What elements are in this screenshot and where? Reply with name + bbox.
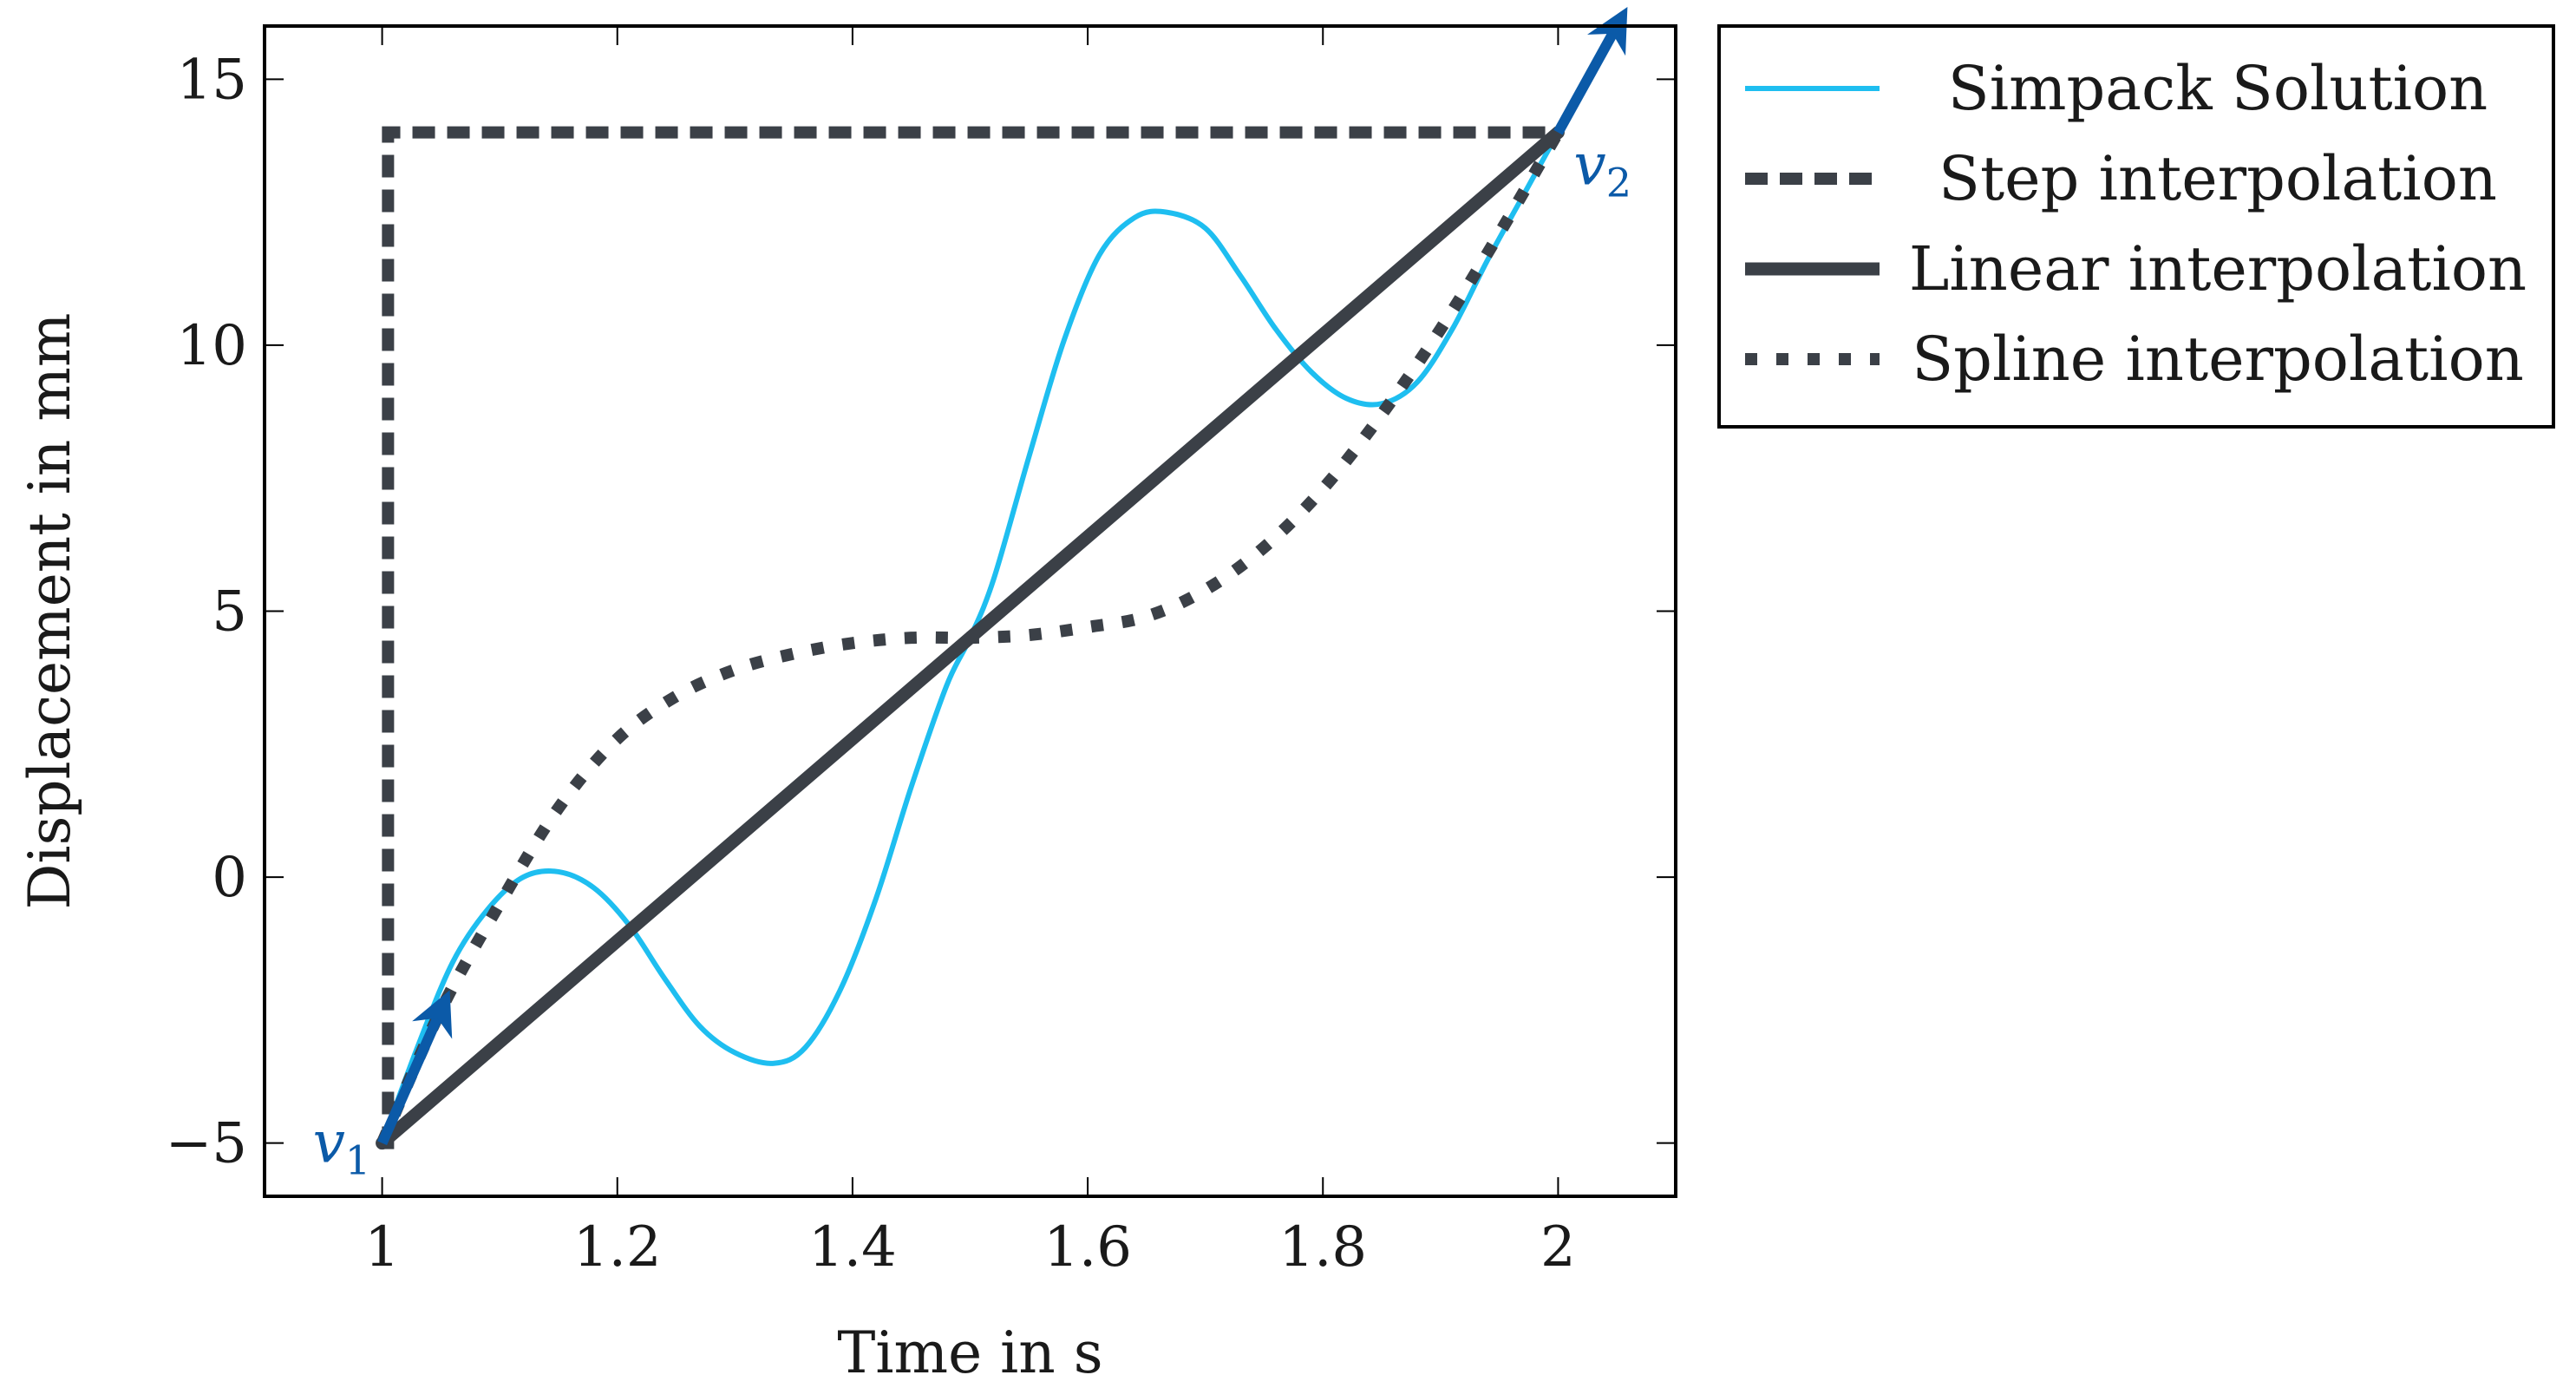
- x-tick-label: 1: [364, 1215, 400, 1280]
- x-tick-label: 1.8: [1278, 1215, 1367, 1280]
- y-tick-label: −5: [166, 1112, 247, 1176]
- label-layer: 1 1.2 1.4 1.6 1.8 2 −5 0 5 10 15 v1 v2: [166, 48, 1631, 1280]
- vector-label-v2: v2: [1573, 132, 1631, 206]
- x-tick-label: 2: [1540, 1215, 1576, 1280]
- y-tick-label: 5: [212, 580, 247, 645]
- series-layer: [376, 126, 1565, 1150]
- legend-label: Simpack Solution: [1948, 53, 2488, 124]
- vector-label-v1: v1: [313, 1110, 371, 1184]
- series-line-linear-interpolation: [376, 126, 1565, 1150]
- tick-layer: [265, 26, 1676, 1196]
- legend-label: Step interpolation: [1939, 143, 2497, 214]
- legend-label: Linear interpolation: [1909, 233, 2527, 304]
- y-tick-label: 15: [177, 48, 247, 112]
- x-tick-label: 1.4: [808, 1215, 897, 1280]
- legend-box: [1717, 24, 2555, 429]
- plot-frame: [263, 24, 1677, 1198]
- y-axis-title: Displacement in mm: [16, 312, 83, 909]
- x-tick-label: 1.2: [573, 1215, 662, 1280]
- x-axis-title: Time in s: [837, 1319, 1102, 1386]
- x-tick-label: 1.6: [1043, 1215, 1132, 1280]
- vector-arrow-v1: [377, 990, 453, 1146]
- vector-layer: [377, 6, 1628, 1146]
- legend-label: Spline interpolation: [1912, 324, 2524, 395]
- vector-arrow-v2: [1553, 6, 1628, 135]
- y-tick-label: 10: [177, 314, 247, 378]
- y-tick-label: 0: [212, 846, 247, 910]
- legend: Simpack Solution Step interpolation Linear…: [1717, 24, 2555, 429]
